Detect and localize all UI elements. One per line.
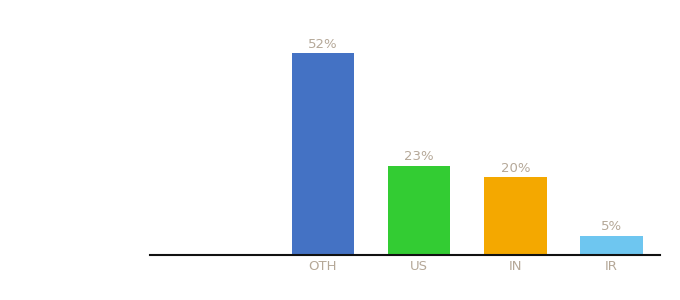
Text: 23%: 23% (404, 150, 434, 163)
Bar (292, 53, 354, 255)
Text: 52%: 52% (308, 38, 338, 51)
Bar (388, 166, 450, 255)
Bar (484, 177, 547, 255)
Bar (580, 236, 643, 255)
Text: 5%: 5% (601, 220, 622, 233)
Text: 20%: 20% (500, 162, 530, 175)
